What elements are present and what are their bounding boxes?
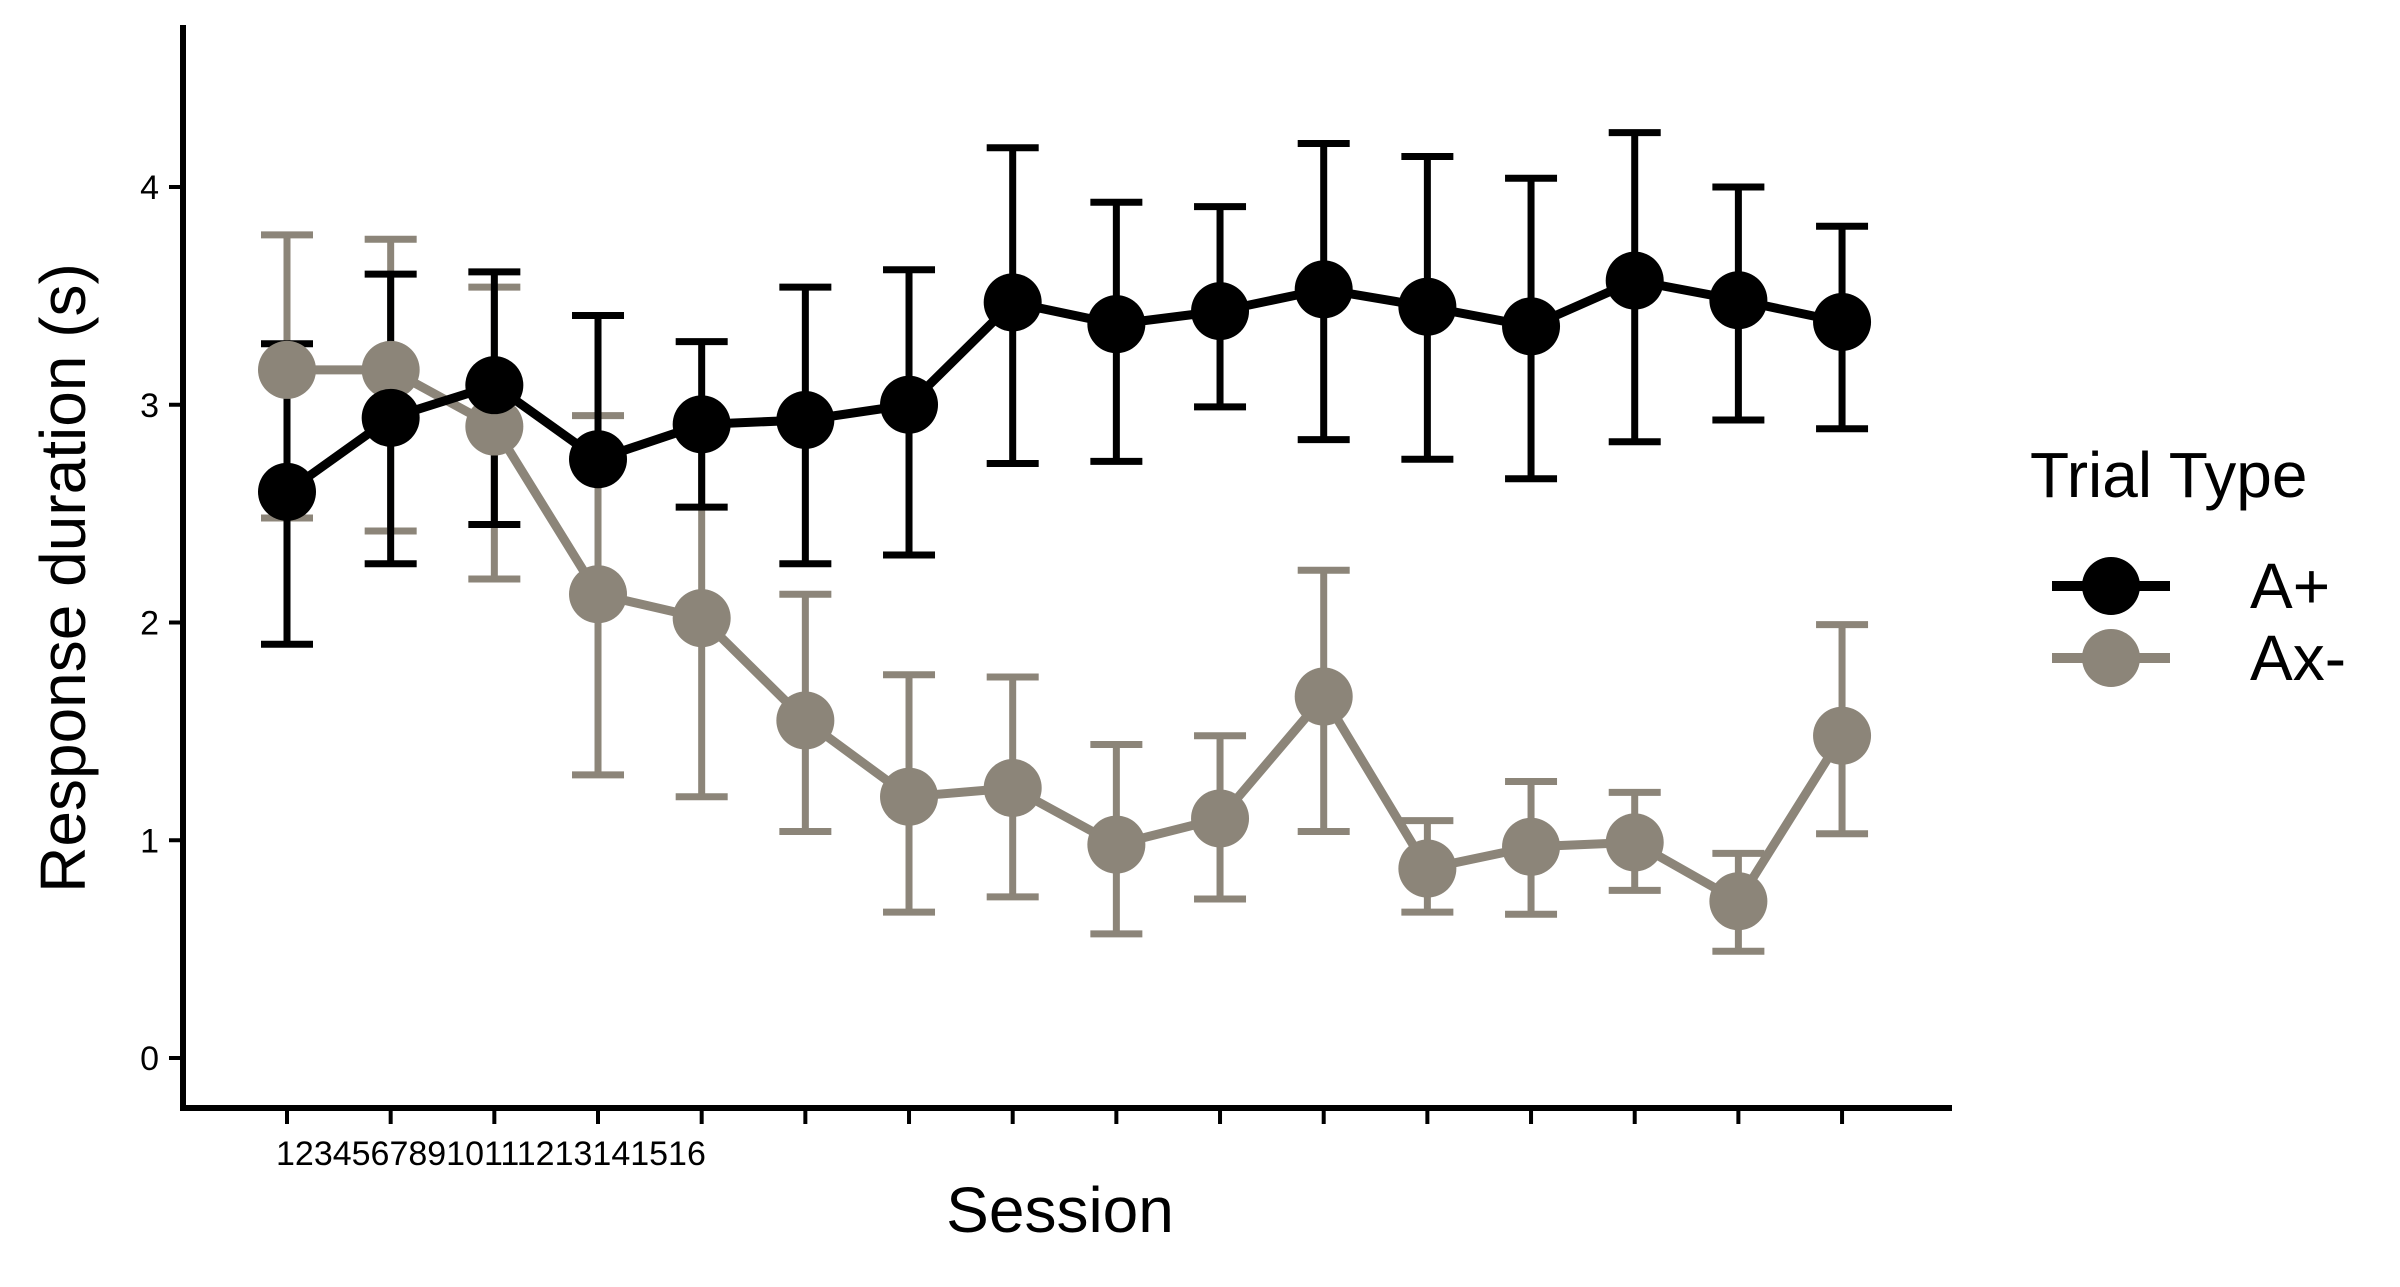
legend: Trial Type A+Ax- [2030,439,2346,694]
data-point [1191,282,1250,341]
data-points [258,251,1872,931]
data-point [672,395,731,454]
y-tick-label: 3 [140,387,159,425]
series-line-ax-minus [287,365,1846,906]
series-line-a-plus [284,276,1843,496]
axes: 0 1 2 3 4 [140,25,1952,1124]
data-point [361,388,420,447]
data-point [1294,260,1353,319]
data-point [1813,706,1872,765]
y-axis-title: Response duration (s) [27,263,99,893]
data-point [880,767,939,826]
data-point [776,390,835,449]
legend-marker [2082,557,2140,615]
data-point [1605,813,1664,872]
data-point [1605,251,1664,310]
data-point [880,375,939,434]
series-lines [284,276,1846,906]
data-point [776,691,835,750]
data-point [361,340,420,399]
data-point [465,397,524,456]
data-point [1087,295,1146,354]
legend-label: Ax- [2250,622,2346,694]
data-point [258,340,316,399]
y-tick-label: 2 [140,605,159,643]
data-point [1087,815,1146,874]
legend-label: A+ [2250,550,2330,622]
data-point [465,356,524,415]
data-point [1709,872,1768,931]
data-point [1502,297,1561,356]
data-point [1398,839,1457,898]
data-point [1398,277,1457,336]
x-axis-title: Session [946,1174,1174,1246]
data-point [672,589,731,648]
legend-marker [2082,629,2140,687]
data-point [258,462,316,521]
y-tick-label: 1 [140,822,159,860]
data-point [1709,271,1768,330]
data-point [1294,667,1353,726]
x-tick-labels: 12345678910111213141516 [276,1135,706,1173]
data-point [1813,293,1872,352]
data-point [1502,817,1561,876]
legend-title: Trial Type [2030,439,2307,511]
data-point [569,565,628,624]
data-point [983,273,1042,332]
data-point [983,758,1042,817]
y-tick-label: 0 [140,1040,159,1078]
data-point [1191,789,1250,848]
data-point [569,430,628,489]
y-tick-label: 4 [140,169,159,207]
